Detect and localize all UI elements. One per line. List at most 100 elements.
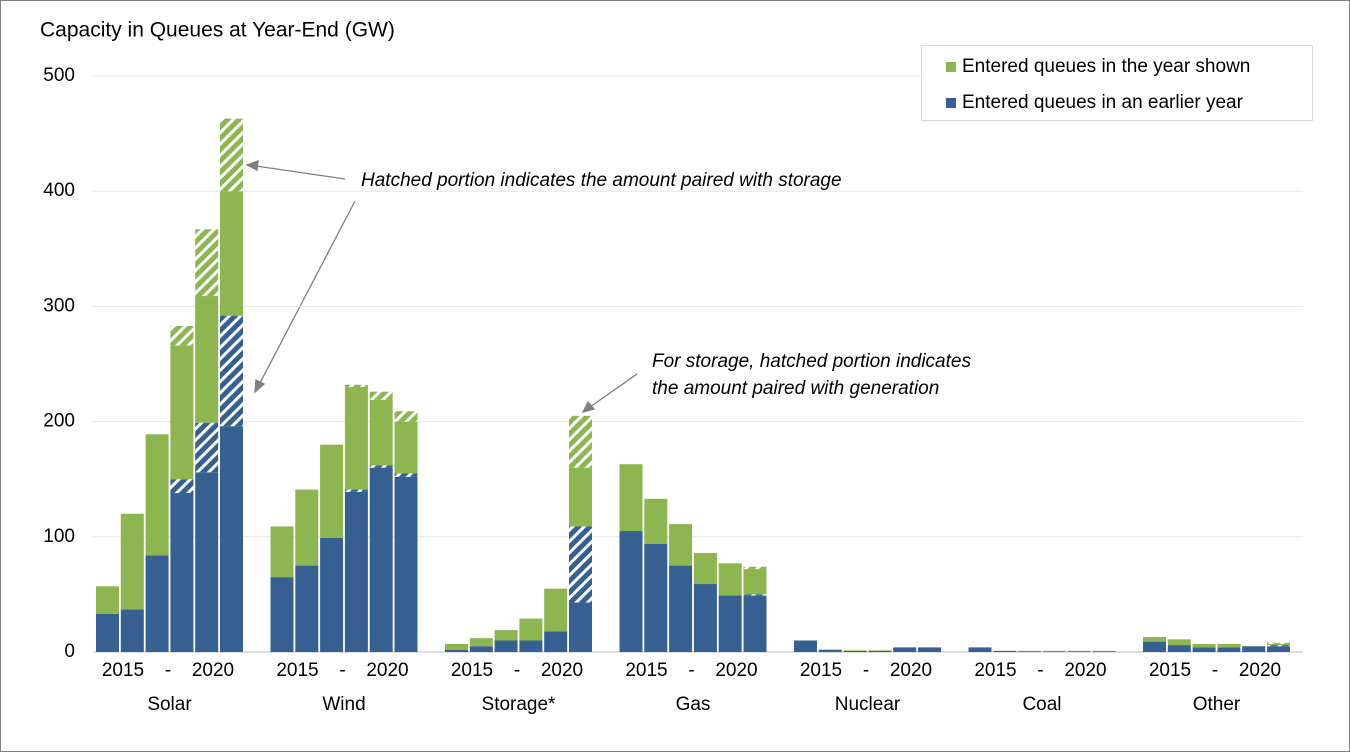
bar-segment — [918, 647, 941, 652]
annotation: the amount paired with generation — [652, 378, 939, 399]
bar-segment — [469, 646, 493, 652]
hatched-segment — [394, 473, 418, 477]
bar-segment — [494, 640, 518, 652]
x-tick-label: 2020 — [541, 660, 583, 681]
category-label: Wind — [322, 694, 365, 715]
hatched-segment — [195, 422, 219, 473]
y-tick-label: 300 — [43, 295, 75, 316]
bar-segment — [445, 643, 468, 650]
bar-segment — [993, 650, 1017, 652]
y-tick-label: 500 — [43, 65, 75, 86]
bar-segment — [968, 647, 992, 652]
x-tick-label: - — [863, 660, 869, 681]
x-tick-label: 2020 — [1064, 660, 1106, 681]
bar-segment — [693, 584, 717, 652]
hatched-segment — [170, 479, 194, 494]
bar-segment — [1192, 643, 1216, 648]
bar-segment — [868, 650, 892, 651]
hatched-segment — [344, 489, 368, 492]
bar-segment — [644, 543, 668, 652]
y-tick-label: 0 — [64, 641, 75, 662]
category-label: Other — [1193, 694, 1241, 715]
category-label: Solar — [147, 694, 192, 715]
bar-segment — [644, 498, 668, 544]
x-tick-label: 2020 — [366, 660, 408, 681]
x-tick-label: 2020 — [1239, 660, 1281, 681]
category-label: Gas — [676, 694, 711, 715]
bar-segment — [743, 569, 767, 595]
bar-segment — [195, 472, 219, 652]
x-tick-label: 2020 — [890, 660, 932, 681]
arrows — [245, 160, 638, 414]
bar-segment — [1143, 637, 1166, 642]
hatched-segment — [394, 411, 418, 422]
annotation: For storage, hatched portion indicates — [652, 351, 971, 372]
bar-segment — [96, 613, 119, 652]
hatched-segment — [220, 315, 243, 427]
bar-segment — [843, 650, 867, 651]
bar-segment — [1217, 647, 1241, 652]
bar-segment — [1217, 643, 1241, 648]
arrow-head — [245, 160, 259, 171]
x-tick-label: - — [514, 660, 520, 681]
x-tick-label: 2015 — [800, 660, 842, 681]
hatched-segment — [743, 566, 767, 570]
bar-segment — [1092, 650, 1116, 652]
bar-segment — [843, 650, 867, 652]
bar-segment — [1018, 651, 1042, 652]
y-tick-label: 100 — [43, 526, 75, 547]
hatched-segment — [195, 229, 219, 297]
hatched-segment — [569, 526, 592, 603]
hatched-segment — [170, 325, 194, 346]
bar-segment — [868, 650, 892, 652]
bar-segment — [1042, 650, 1066, 652]
bar-segment — [195, 296, 219, 423]
bar-segment — [1018, 650, 1042, 652]
bar-segment — [220, 191, 243, 316]
category-label: Coal — [1022, 694, 1061, 715]
arrow-head — [581, 400, 596, 414]
bar-segment — [569, 602, 592, 652]
hatched-segment — [1267, 642, 1290, 644]
bar-segment — [893, 647, 917, 652]
hatched-segment — [569, 415, 592, 468]
hatched-segment — [1267, 645, 1290, 647]
bar-segment — [120, 609, 144, 652]
bar-segment — [544, 631, 568, 652]
bar-segment — [1267, 646, 1290, 652]
bar-segment — [1092, 651, 1116, 652]
bar-segment — [1067, 650, 1091, 652]
bar-segment — [170, 493, 194, 652]
bar-segment — [494, 630, 518, 641]
category-label: Nuclear — [835, 694, 901, 715]
bar-segment — [369, 467, 393, 652]
x-tick-label: 2015 — [276, 660, 318, 681]
bar-segment — [669, 565, 693, 652]
hatched-segment — [220, 118, 243, 192]
bar-segment — [1143, 641, 1166, 652]
bar-segment — [669, 524, 693, 566]
arrow — [255, 165, 346, 180]
bar-segment — [145, 555, 169, 652]
x-tick-label: 2020 — [715, 660, 757, 681]
bar-segment — [1067, 651, 1091, 652]
bar-segment — [818, 649, 842, 652]
bar-segment — [794, 640, 817, 652]
y-tick-label: 200 — [43, 411, 75, 432]
x-tick-label: - — [339, 660, 345, 681]
x-tick-label: 2015 — [451, 660, 493, 681]
hatched-segment — [743, 594, 767, 596]
x-tick-label: 2015 — [1149, 660, 1191, 681]
y-tick-label: 400 — [43, 180, 75, 201]
bar-segment — [120, 513, 144, 610]
bar-segment — [718, 595, 742, 652]
arrow — [589, 373, 638, 408]
legend-box — [921, 45, 1313, 121]
annotation: Hatched portion indicates the amount pai… — [361, 170, 842, 191]
bar-segment — [1192, 647, 1216, 652]
bar-segment — [718, 563, 742, 596]
legend-label: Entered queues in the year shown — [962, 56, 1250, 77]
x-tick-label: - — [165, 660, 171, 681]
bar-segment — [369, 399, 393, 466]
